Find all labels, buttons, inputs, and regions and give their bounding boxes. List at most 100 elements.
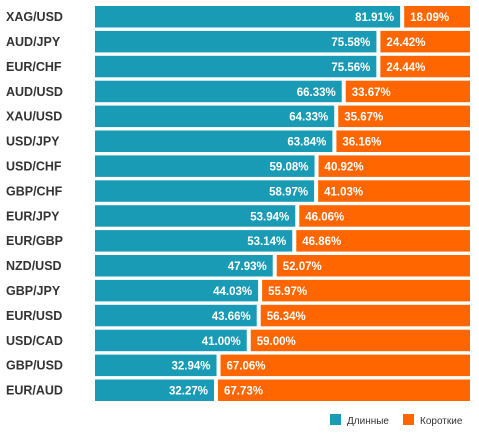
chart-row: GBP/CHF 58.97% 41.03% [6,180,470,202]
legend-long-label: Длинные [347,416,389,427]
chart-row: XAU/USD 64.33% 35.67% [6,105,470,128]
chart-row: USD/CAD 41.00% 59.00% [6,329,470,352]
long-bar [95,105,335,128]
pair-label: EUR/JPY [6,209,60,223]
short-bar [380,30,470,53]
pair-label: USD/CAD [6,334,63,348]
long-value-label: 75.58% [331,37,370,49]
pair-label: AUD/USD [6,85,63,99]
short-bar [218,379,470,401]
chart-row: USD/CHF 59.08% 40.92% [6,155,470,177]
short-bar [336,130,470,152]
chart-row: GBP/JPY 44.03% 55.97% [6,279,470,302]
pair-label: GBP/USD [6,359,63,373]
short-bar [318,155,470,177]
pair-label: AUD/JPY [6,35,61,49]
chart-row: EUR/USD 43.66% 56.34% [6,304,470,327]
short-bar [220,354,470,377]
pair-label: XAG/USD [6,10,63,24]
long-value-label: 47.93% [228,261,267,273]
short-value-label: 41.03% [324,186,363,198]
short-bar [404,6,470,28]
short-value-label: 36.16% [342,137,381,149]
long-bar [95,130,333,152]
short-value-label: 40.92% [325,161,364,173]
legend-long-swatch [330,414,341,425]
pair-label: GBP/JPY [6,284,61,298]
legend-short-label: Короткие [420,416,463,427]
chart-row: EUR/AUD 32.27% 67.73% [6,379,470,401]
chart-row: AUD/USD 66.33% 33.67% [6,80,470,103]
short-bar [276,255,470,277]
long-value-label: 59.08% [270,161,309,173]
chart-row: AUD/JPY 75.58% 24.42% [6,30,470,53]
pair-label: EUR/CHF [6,60,62,74]
pair-label: GBP/CHF [6,184,63,198]
short-bar [296,230,470,252]
pair-label: EUR/AUD [6,384,63,398]
short-bar [338,105,470,128]
chart-row: EUR/CHF 75.56% 24.44% [6,55,470,78]
pair-label: EUR/GBP [6,234,63,248]
long-bar [95,354,217,377]
short-value-label: 52.07% [283,261,322,273]
short-value-label: 33.67% [352,87,391,99]
short-value-label: 46.06% [305,211,344,223]
long-value-label: 32.94% [172,361,211,373]
long-value-label: 53.94% [250,211,289,223]
legend: Длинные Короткие [330,414,463,427]
long-bar [95,180,315,202]
short-value-label: 67.73% [224,386,263,398]
long-bar [95,304,257,327]
long-value-label: 43.66% [212,311,251,323]
long-bar [95,30,377,53]
pair-label: NZD/USD [6,259,62,273]
long-bar [95,155,315,177]
pair-label: EUR/USD [6,309,62,323]
long-bar [95,279,259,302]
short-value-label: 35.67% [344,112,383,124]
short-bar [345,80,470,103]
long-bar [95,230,293,252]
chart-row: NZD/USD 47.93% 52.07% [6,255,470,277]
short-value-label: 55.97% [268,286,307,298]
long-bar [95,6,401,28]
short-value-label: 18.09% [410,12,449,24]
chart-row: GBP/USD 32.94% 67.06% [6,354,470,377]
pair-label: USD/JPY [6,135,60,149]
pair-label: USD/CHF [6,159,62,173]
long-bar [95,55,377,78]
chart-rows: XAG/USD 81.91% 18.09% AUD/JPY 75.58% 24.42% EU… [6,6,470,401]
long-bar [95,329,247,352]
chart-row: XAG/USD 81.91% 18.09% [6,6,470,28]
long-value-label: 64.33% [289,112,328,124]
long-value-label: 81.91% [355,12,394,24]
short-value-label: 46.86% [302,236,341,248]
long-bar [95,255,273,277]
short-value-label: 67.06% [227,361,266,373]
short-bar [262,279,470,302]
chart-row: EUR/GBP 53.14% 46.86% [6,230,470,252]
short-bar [260,304,470,327]
long-bar [95,80,342,103]
chart-row: EUR/JPY 53.94% 46.06% [6,205,470,227]
long-value-label: 66.33% [297,87,336,99]
short-value-label: 24.42% [386,37,425,49]
short-bar [299,205,470,227]
long-value-label: 32.27% [169,386,208,398]
long-value-label: 53.14% [247,236,286,248]
long-value-label: 44.03% [213,286,252,298]
long-value-label: 41.00% [202,336,241,348]
short-bar [318,180,470,202]
short-value-label: 56.34% [267,311,306,323]
short-value-label: 59.00% [257,336,296,348]
long-bar [95,379,215,401]
legend-short-swatch [403,414,414,425]
pair-label: XAU/USD [6,110,62,124]
short-bar [380,55,470,78]
chart-row: USD/JPY 63.84% 36.16% [6,130,470,152]
long-value-label: 75.56% [331,62,370,74]
short-bar [250,329,470,352]
long-bar [95,205,296,227]
